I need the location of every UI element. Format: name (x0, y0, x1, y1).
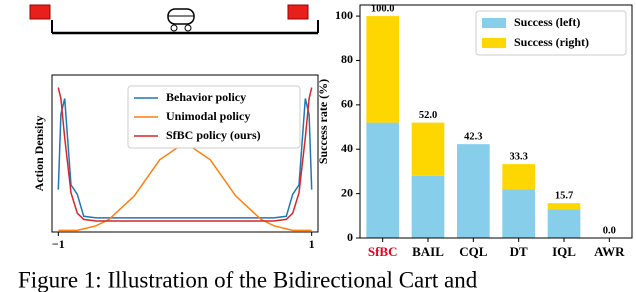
x-tick-label: AWR (594, 244, 625, 259)
legend-label: SfBC policy (ours) (166, 128, 261, 142)
legend-box (127, 85, 301, 149)
legend-swatch (482, 18, 506, 28)
legend-label: Success (left) (514, 15, 580, 29)
bar-segment (366, 16, 399, 123)
legend-label: Unimodal policy (166, 109, 250, 123)
x-tick-label: SfBC (368, 244, 398, 259)
x-tick-label: IQL (552, 244, 576, 259)
bar-label: 0.0 (603, 225, 616, 236)
bar-segment (366, 122, 399, 238)
plot-frame (359, 4, 633, 239)
caption: Figure 1: Illustration of the Bidirectio… (18, 267, 478, 292)
legend-label: Behavior policy (166, 90, 246, 104)
bar-segment (411, 122, 445, 176)
y-tick-label: 0 (347, 230, 353, 244)
bar-segment (547, 209, 581, 238)
x-tick-label: −1 (52, 237, 65, 251)
bar-label: 52.0 (419, 110, 437, 121)
legend-box (475, 10, 627, 56)
plot-frame (51, 74, 319, 233)
bar-segment (411, 175, 445, 238)
bar-segment (547, 203, 581, 210)
bar-label: 33.3 (509, 152, 527, 163)
y-tick-label: 100 (335, 8, 353, 22)
line-series (57, 87, 313, 222)
bar-label: 15.7 (555, 191, 573, 202)
bar-label: 100.0 (371, 4, 395, 15)
x-tick-label: 1 (309, 237, 315, 251)
x-tick-label: CQL (459, 244, 488, 259)
x-tick-label: DT (510, 244, 528, 259)
y-tick-label: 80 (341, 52, 353, 66)
legend-label: Success (right) (514, 35, 589, 49)
bar-label: 42.3 (464, 132, 482, 143)
x-tick-label: BAIL (412, 244, 444, 259)
line-series (57, 98, 313, 219)
bar-segment (502, 189, 535, 238)
bar-segment (457, 144, 490, 238)
y-tick-label: 40 (341, 141, 353, 155)
y-axis-label: Success rate (%) (316, 79, 330, 164)
y-tick-label: 60 (341, 97, 353, 111)
cart-illustration (29, 4, 319, 35)
y-tick-label: 20 (341, 185, 353, 199)
bar-segment (502, 164, 535, 190)
legend-swatch (482, 38, 506, 48)
y-axis-label: Action Density (32, 116, 46, 192)
